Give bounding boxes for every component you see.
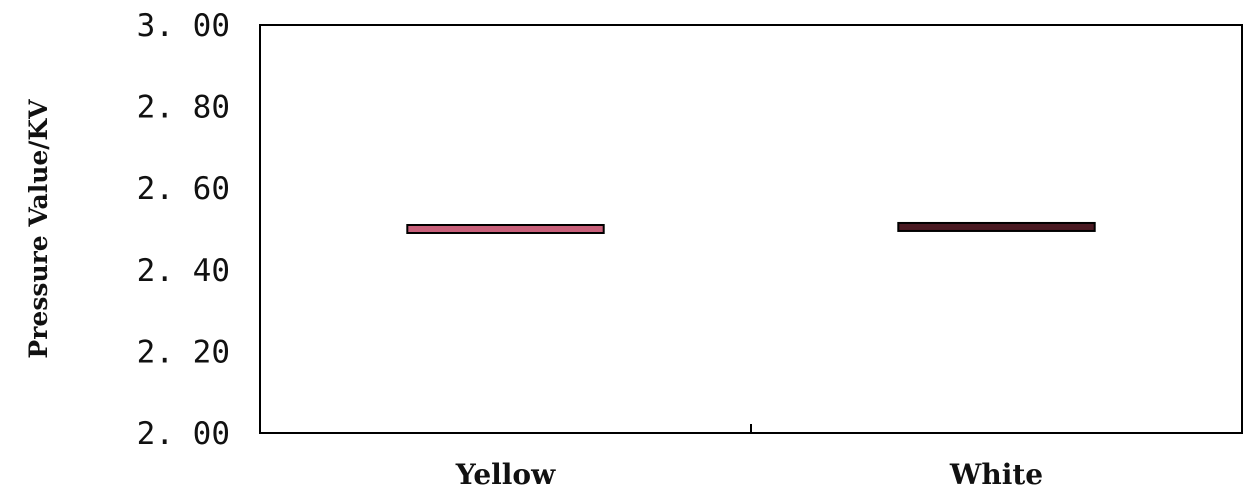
x-axis-ticks: Yellow White [455, 424, 1043, 491]
y-axis-ticks: 3. 00 2. 80 2. 60 2. 40 2. 20 2. 00 [137, 8, 230, 452]
y-axis-label: Pressure Value/KV [24, 99, 53, 359]
x-tick-label: Yellow [455, 458, 556, 491]
y-tick-label: 2. 60 [137, 171, 230, 207]
y-tick-label: 3. 00 [137, 8, 230, 44]
bar-yellow [406, 224, 605, 234]
data-marks [406, 221, 1096, 234]
y-tick-label: 2. 20 [137, 334, 230, 370]
x-tick-label: White [949, 458, 1043, 491]
y-tick-label: 2. 00 [137, 416, 230, 452]
y-tick-label: 2. 40 [137, 253, 230, 289]
y-tick-label: 2. 80 [137, 90, 230, 126]
bar-white [897, 221, 1096, 232]
